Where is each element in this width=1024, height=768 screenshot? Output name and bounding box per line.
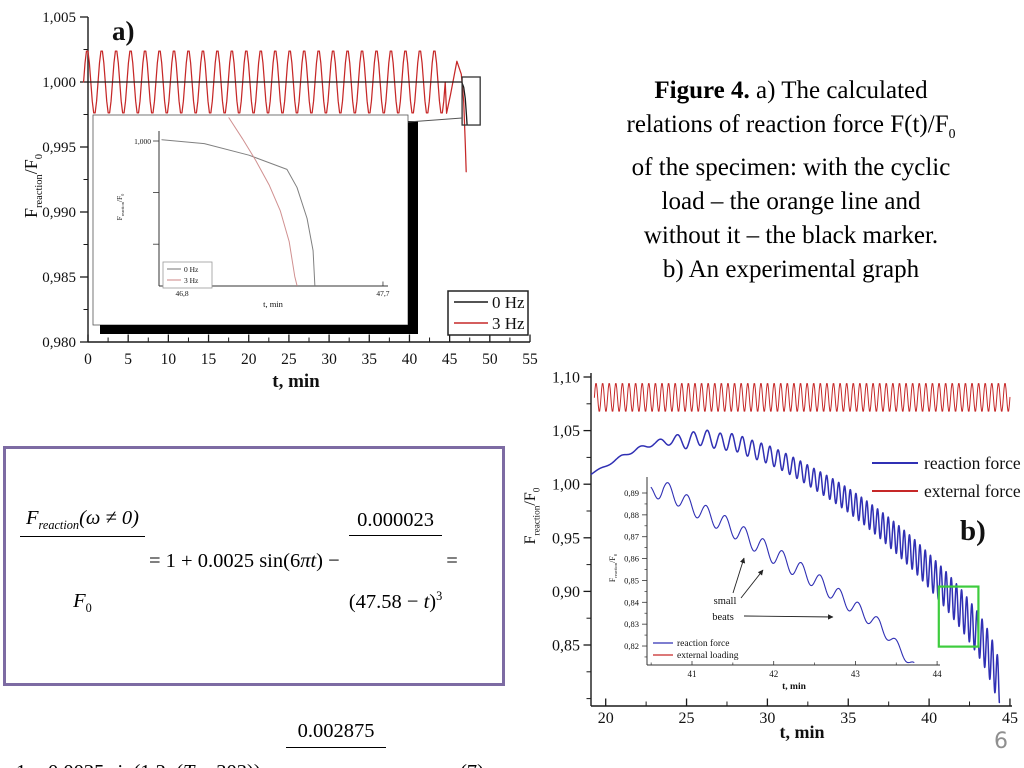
chart-a-calculated: 1,005 1,000 0,995 0,990 0,985 0,980 0 5 10 15 20 25… [21, 10, 538, 392]
svg-text:Freaction/F0: Freaction/F0 [21, 154, 45, 218]
svg-text:42: 42 [769, 669, 778, 679]
svg-text:beats: beats [712, 612, 734, 623]
svg-text:3 Hz: 3 Hz [492, 314, 525, 333]
svg-text:43: 43 [851, 669, 861, 679]
caption-figure-label: Figure 4. [654, 77, 750, 104]
equation-line-1: Freaction(ω ≠ 0) F0 = 1 + 0.0025 sin(6 πt… [16, 455, 494, 668]
svg-text:15: 15 [201, 351, 217, 368]
svg-text:reaction force: reaction force [924, 453, 1021, 473]
svg-text:0,90: 0,90 [552, 584, 580, 601]
zoom-region-rect [461, 76, 481, 126]
svg-text:1,10: 1,10 [552, 370, 580, 387]
svg-text:0: 0 [84, 351, 92, 368]
chart-a-inset: 1,000 46,8 47,7 t, min Freaction/F0 0 Hz 3 Hz [92, 114, 418, 334]
chart-b-legend: reaction force external force [872, 453, 1021, 501]
svg-text:b): b) [960, 515, 986, 547]
svg-text:1,000: 1,000 [134, 137, 151, 146]
caption-line: load – the orange line and [661, 188, 921, 215]
svg-text:25: 25 [281, 351, 297, 368]
fraction-term: 0.000023 (47.58 − t)3 [348, 508, 443, 613]
fraction-f-reaction-nonzero: Freaction(ω ≠ 0) F0 [20, 455, 145, 668]
svg-text:t, min: t, min [780, 722, 825, 742]
svg-text:t, min: t, min [782, 682, 806, 692]
svg-text:1,000: 1,000 [42, 75, 76, 91]
svg-text:0,985: 0,985 [42, 270, 76, 286]
caption-sub-zero: 0 [948, 126, 956, 141]
caption-line: relations of reaction force F(t)/F0 [626, 111, 956, 141]
svg-text:small: small [714, 596, 737, 607]
svg-text:1,00: 1,00 [552, 477, 580, 494]
svg-text:a): a) [112, 16, 135, 46]
figure-caption: Figure 4. a) The calculated relations of… [558, 74, 1024, 287]
svg-text:20: 20 [241, 351, 257, 368]
svg-text:0,995: 0,995 [42, 140, 76, 156]
chart-a-series [82, 50, 468, 173]
svg-text:0,84: 0,84 [624, 597, 640, 607]
svg-text:0,83: 0,83 [624, 619, 639, 629]
svg-text:reaction force: reaction force [677, 638, 729, 649]
svg-text:0,980: 0,980 [42, 335, 76, 351]
svg-text:3 Hz: 3 Hz [184, 276, 199, 285]
svg-text:0,82: 0,82 [624, 641, 639, 651]
caption-line: b) An experimental graph [662, 256, 920, 283]
svg-text:t, min: t, min [263, 299, 284, 309]
svg-text:45: 45 [442, 351, 458, 368]
svg-text:20: 20 [598, 710, 614, 727]
svg-text:5: 5 [124, 351, 132, 368]
svg-text:1,05: 1,05 [552, 423, 580, 440]
chart-b-experimental: 1,10 1,05 1,00 0,95 0,90 0,85 20 25 30 35 40 45 t, m… [522, 370, 1021, 743]
svg-text:55: 55 [522, 351, 538, 368]
svg-text:40: 40 [921, 710, 937, 727]
small-beats-annotation: small beats [712, 557, 834, 623]
chart-b-series [590, 383, 1011, 704]
svg-text:30: 30 [321, 351, 337, 368]
svg-text:Freaction/F0: Freaction/F0 [608, 553, 619, 582]
svg-text:0,95: 0,95 [552, 530, 580, 547]
caption-line: Figure 4. a) The calculated [654, 77, 928, 104]
svg-text:0,85: 0,85 [552, 638, 580, 655]
caption-line: of the specimen: with the cyclic [631, 154, 951, 181]
svg-text:1,005: 1,005 [42, 10, 76, 26]
svg-text:0,88: 0,88 [624, 510, 639, 520]
svg-text:40: 40 [402, 351, 418, 368]
caption-line: without it – the black marker. [643, 222, 939, 249]
page-number: 6 [994, 729, 1008, 754]
svg-text:external loading: external loading [677, 651, 739, 661]
svg-text:44: 44 [933, 669, 943, 679]
highlight-rect [937, 585, 980, 648]
chart-a-axes: 1,005 1,000 0,995 0,990 0,985 0,980 0 5 10 15 20 25… [21, 10, 538, 392]
chart-a-legend: 0 Hz 3 Hz [447, 290, 529, 336]
svg-text:45: 45 [1002, 710, 1018, 727]
svg-text:46,8: 46,8 [175, 289, 188, 298]
svg-text:0,89: 0,89 [624, 488, 639, 498]
svg-text:50: 50 [482, 351, 498, 368]
svg-text:0 Hz: 0 Hz [184, 265, 199, 274]
equation-box: Freaction(ω ≠ 0) F0 = 1 + 0.0025 sin(6 πt… [3, 446, 505, 768]
svg-text:41: 41 [688, 669, 697, 679]
svg-text:0 Hz: 0 Hz [492, 293, 525, 312]
inset-a-legend [162, 261, 213, 289]
chart-b-inset: 0,89 0,88 0,87 0,86 0,85 0,84 0,83 0,82 41 42 43 44… [608, 477, 942, 692]
svg-text:Freaction/F0: Freaction/F0 [522, 487, 542, 544]
svg-text:0,85: 0,85 [624, 575, 639, 585]
equation-number: (7) [460, 761, 484, 768]
svg-text:external force: external force [924, 481, 1021, 501]
equation-line-2: 1 − 0.0025 sin(1.2π(T − 303)) − 0.002875… [16, 668, 494, 768]
svg-text:0,87: 0,87 [624, 532, 639, 542]
svg-text:t, min: t, min [272, 371, 320, 392]
svg-text:35: 35 [362, 351, 378, 368]
fraction-term: 0.002875 (540.9 − T)3 [286, 668, 386, 768]
svg-text:0,990: 0,990 [42, 205, 76, 221]
svg-text:0,86: 0,86 [624, 554, 639, 564]
chart-b-axes: 1,10 1,05 1,00 0,95 0,90 0,85 20 25 30 35 40 45 t, m… [522, 370, 1018, 743]
svg-text:25: 25 [679, 710, 695, 727]
svg-text:35: 35 [840, 710, 856, 727]
svg-text:Freaction/F0: Freaction/F0 [115, 194, 125, 221]
svg-text:47,7: 47,7 [376, 289, 389, 298]
svg-text:30: 30 [759, 710, 775, 727]
svg-text:10: 10 [161, 351, 177, 368]
